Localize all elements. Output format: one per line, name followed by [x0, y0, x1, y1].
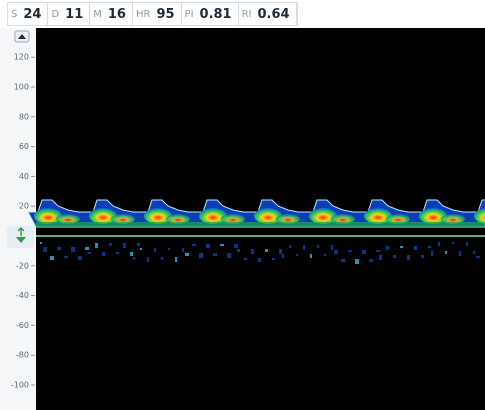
spectrum-texture: [334, 250, 338, 254]
spectrum-texture: [237, 249, 240, 252]
spectrum-texture: [234, 244, 238, 248]
tick-label: -40: [16, 291, 29, 300]
spectrum-texture: [123, 243, 126, 248]
spectrum-texture: [296, 254, 298, 256]
spectrum-texture: [137, 243, 140, 246]
spectrum-texture: [331, 245, 333, 250]
spectrum-texture: [279, 249, 282, 254]
spectrum-texture: [386, 246, 389, 250]
spectrum-texture: [282, 254, 284, 258]
spectrum-texture: [36, 222, 485, 227]
page: S24D11M16HR95PI0.81RI0.64 12010080604020…: [0, 0, 485, 410]
spectrum-texture: [310, 254, 312, 258]
spectrum-texture: [289, 245, 291, 248]
spectrum-texture: [213, 253, 217, 256]
spectrum-texture: [85, 247, 89, 250]
spectrum-texture: [50, 256, 54, 260]
tick-label: -20: [16, 261, 29, 270]
spectrum-texture: [199, 253, 203, 258]
spectrum-texture: [355, 259, 359, 264]
spectrum-texture: [341, 259, 345, 262]
spectrum-texture: [376, 250, 380, 252]
spectrum-texture: [130, 252, 133, 256]
spectrum-texture: [473, 251, 475, 254]
spectrum-texture: [175, 257, 177, 262]
tick-label: -60: [16, 321, 29, 330]
spectrum-texture: [407, 255, 410, 260]
spectrum-texture: [431, 251, 433, 256]
spectrum-texture: [154, 248, 156, 252]
spectrum-texture: [272, 258, 275, 260]
spectrum-texture: [161, 257, 163, 260]
tick-label: 40: [19, 172, 29, 181]
spectrum-texture: [43, 247, 47, 252]
doppler-display: 120 100 80 60 40 20 -20 -40 -60 -80 -100: [0, 0, 485, 410]
spectrum-texture: [303, 245, 305, 250]
spectrum-texture: [369, 259, 373, 262]
tick-label: 100: [14, 83, 29, 92]
spectrum-texture: [348, 250, 352, 252]
tick-label: 20: [19, 202, 29, 211]
spectrum-texture: [140, 248, 142, 250]
spectrum-texture: [133, 257, 135, 260]
spectrum-texture: [64, 256, 68, 258]
spectrum-texture: [438, 242, 440, 246]
spectrum-texture: [393, 255, 396, 258]
spectrum-texture: [362, 250, 366, 254]
spectrum-texture: [459, 251, 461, 256]
tick-labels: 120 100 80 60 40 20 -20 -40 -60 -80 -100: [11, 53, 35, 390]
spectrum-texture: [147, 257, 149, 262]
spectrum-texture: [421, 255, 424, 258]
spectrum-texture: [476, 256, 480, 258]
spectrum-texture: [182, 248, 184, 252]
spectrum-texture: [466, 242, 468, 246]
spectrum-texture: [78, 256, 82, 260]
spectrum-texture: [116, 252, 119, 254]
spectrum-texture: [324, 254, 326, 256]
spectrum-texture: [227, 253, 231, 258]
spectrum-texture: [40, 242, 42, 244]
spectrum-texture: [220, 244, 224, 246]
spectrum-texture: [251, 249, 254, 254]
spectrum-texture: [109, 243, 112, 246]
spectrum-texture: [244, 258, 247, 260]
tick-label: 80: [19, 112, 29, 121]
spectrum-texture: [400, 246, 403, 248]
spectrum-texture: [95, 243, 98, 248]
spectrum-texture: [168, 248, 170, 250]
spectrum-texture: [428, 246, 431, 248]
tick-label: 120: [14, 53, 29, 62]
spectrum-texture: [57, 247, 61, 250]
spectrum-texture: [265, 249, 268, 252]
tick-label: -100: [11, 381, 29, 390]
spectrum-texture: [445, 251, 447, 254]
spectrum-texture: [192, 244, 196, 246]
tick-label: -80: [16, 351, 29, 360]
tick-label: 60: [19, 142, 29, 151]
spectrum-texture: [206, 244, 210, 248]
spectrum-texture: [185, 253, 189, 256]
spectrum-texture: [452, 242, 454, 244]
spectrum-texture: [414, 246, 417, 250]
spectrum-texture: [317, 245, 319, 248]
spectrum-texture: [258, 258, 261, 262]
spectrum-texture: [379, 255, 382, 260]
spectrum-texture: [71, 247, 75, 252]
spectrum-texture: [102, 252, 105, 256]
spectrum-texture: [88, 252, 91, 254]
